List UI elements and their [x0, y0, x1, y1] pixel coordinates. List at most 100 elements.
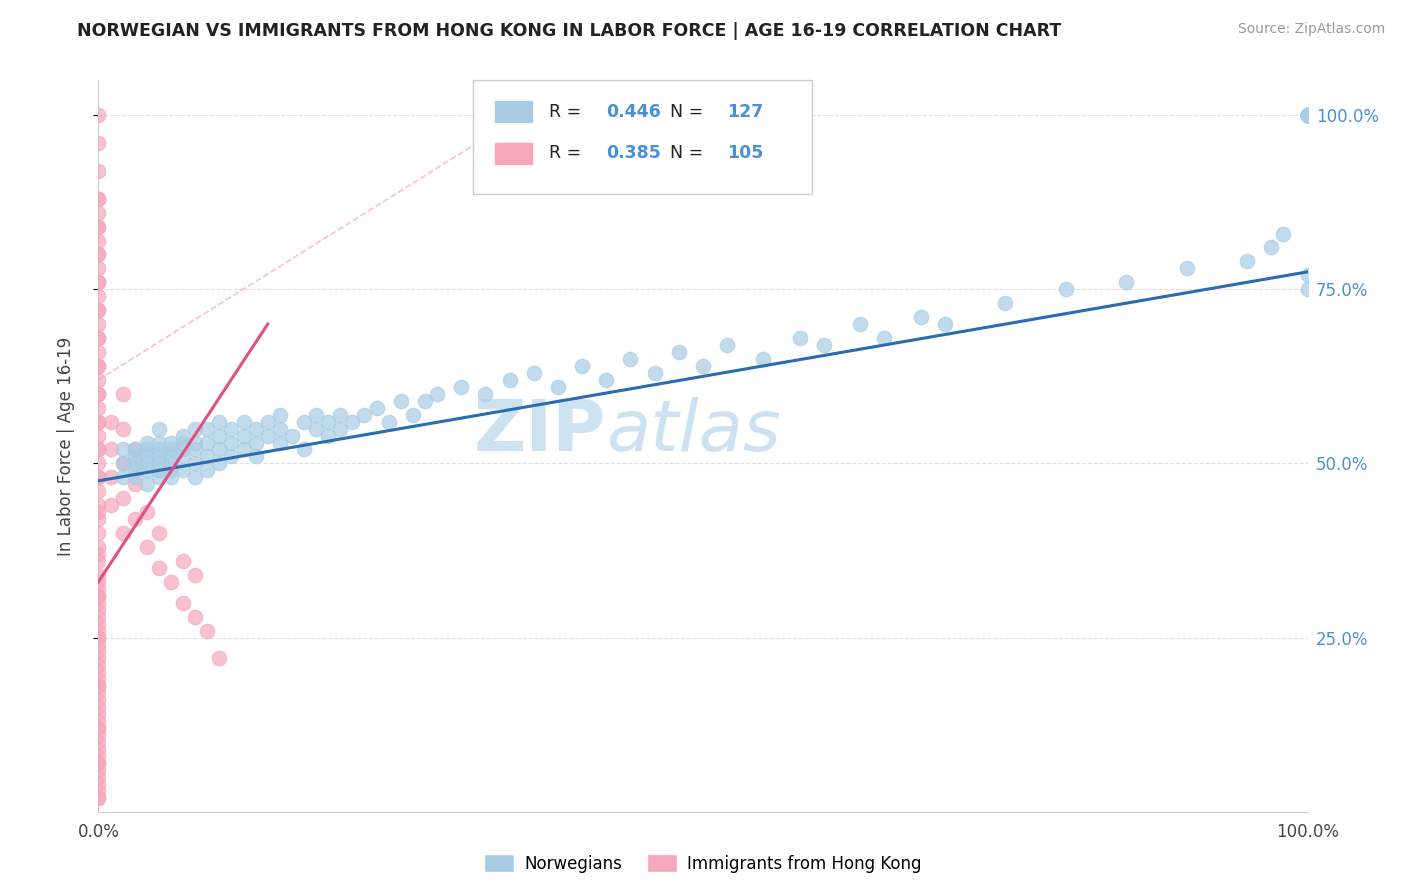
Point [160, 463, 183, 477]
Point [184, 470, 207, 484]
Point [1260, 240, 1282, 254]
Point [1296, 108, 1319, 122]
Point [87, 261, 110, 276]
Point [184, 442, 207, 457]
Text: NORWEGIAN VS IMMIGRANTS FROM HONG KONG IN LABOR FORCE | AGE 16-19 CORRELATION CH: NORWEGIAN VS IMMIGRANTS FROM HONG KONG I… [77, 22, 1062, 40]
Point [184, 421, 207, 435]
Point [124, 463, 146, 477]
Point [523, 366, 546, 380]
Point [644, 366, 666, 380]
Point [87, 574, 110, 589]
Point [292, 442, 315, 457]
Point [221, 421, 243, 435]
Point [1272, 227, 1295, 241]
Point [366, 401, 388, 415]
Point [87, 665, 110, 680]
Point [305, 408, 328, 422]
Text: 0.385: 0.385 [606, 145, 661, 162]
Text: 105: 105 [727, 145, 763, 162]
Point [184, 457, 207, 471]
Point [619, 351, 641, 366]
Point [245, 435, 267, 450]
Point [87, 770, 110, 784]
Text: Source: ZipAtlas.com: Source: ZipAtlas.com [1237, 22, 1385, 37]
Point [124, 477, 146, 491]
Point [111, 421, 134, 435]
Point [87, 164, 110, 178]
Point [256, 428, 278, 442]
Point [87, 714, 110, 728]
Point [160, 450, 183, 464]
Point [148, 561, 170, 575]
Point [124, 442, 146, 457]
Point [813, 338, 835, 352]
Point [87, 442, 110, 457]
Point [377, 415, 399, 429]
Point [87, 386, 110, 401]
Point [316, 415, 339, 429]
Point [87, 582, 110, 596]
Point [87, 589, 110, 603]
Point [111, 386, 134, 401]
Point [111, 491, 134, 506]
Point [1296, 108, 1319, 122]
Point [184, 609, 207, 624]
Point [87, 644, 110, 658]
Point [111, 457, 134, 471]
Point [87, 373, 110, 387]
Point [87, 345, 110, 359]
Point [668, 345, 690, 359]
Point [692, 359, 714, 373]
Point [111, 457, 134, 471]
Text: 127: 127 [727, 103, 763, 120]
Point [87, 359, 110, 373]
Point [413, 393, 436, 408]
Point [87, 470, 110, 484]
Point [87, 192, 110, 206]
Point [87, 484, 110, 499]
Point [269, 408, 291, 422]
Point [87, 512, 110, 526]
Point [87, 303, 110, 318]
Point [87, 359, 110, 373]
Point [135, 435, 157, 450]
Point [135, 457, 157, 471]
Point [87, 609, 110, 624]
Point [87, 686, 110, 700]
Point [87, 108, 110, 122]
Point [1296, 108, 1319, 122]
Point [172, 596, 194, 610]
Point [87, 247, 110, 261]
Point [87, 415, 110, 429]
Y-axis label: In Labor Force | Age 16-19: In Labor Force | Age 16-19 [56, 336, 75, 556]
Point [1236, 254, 1258, 268]
Point [1296, 282, 1319, 296]
Text: R =: R = [550, 103, 588, 120]
Point [148, 435, 170, 450]
Point [316, 428, 339, 442]
Point [571, 359, 593, 373]
Point [87, 777, 110, 791]
Point [208, 651, 231, 665]
Point [789, 331, 811, 345]
Point [87, 547, 110, 561]
Point [245, 421, 267, 435]
Point [87, 728, 110, 742]
Point [135, 450, 157, 464]
Point [160, 574, 183, 589]
Point [100, 415, 122, 429]
Point [208, 457, 231, 471]
Point [148, 463, 170, 477]
Point [135, 463, 157, 477]
Point [208, 428, 231, 442]
Text: 0.446: 0.446 [606, 103, 661, 120]
Point [148, 457, 170, 471]
Point [87, 540, 110, 554]
Point [305, 421, 328, 435]
Point [994, 296, 1017, 310]
Point [148, 421, 170, 435]
Point [426, 386, 449, 401]
Text: N =: N = [671, 145, 709, 162]
Point [160, 435, 183, 450]
Point [934, 317, 956, 331]
